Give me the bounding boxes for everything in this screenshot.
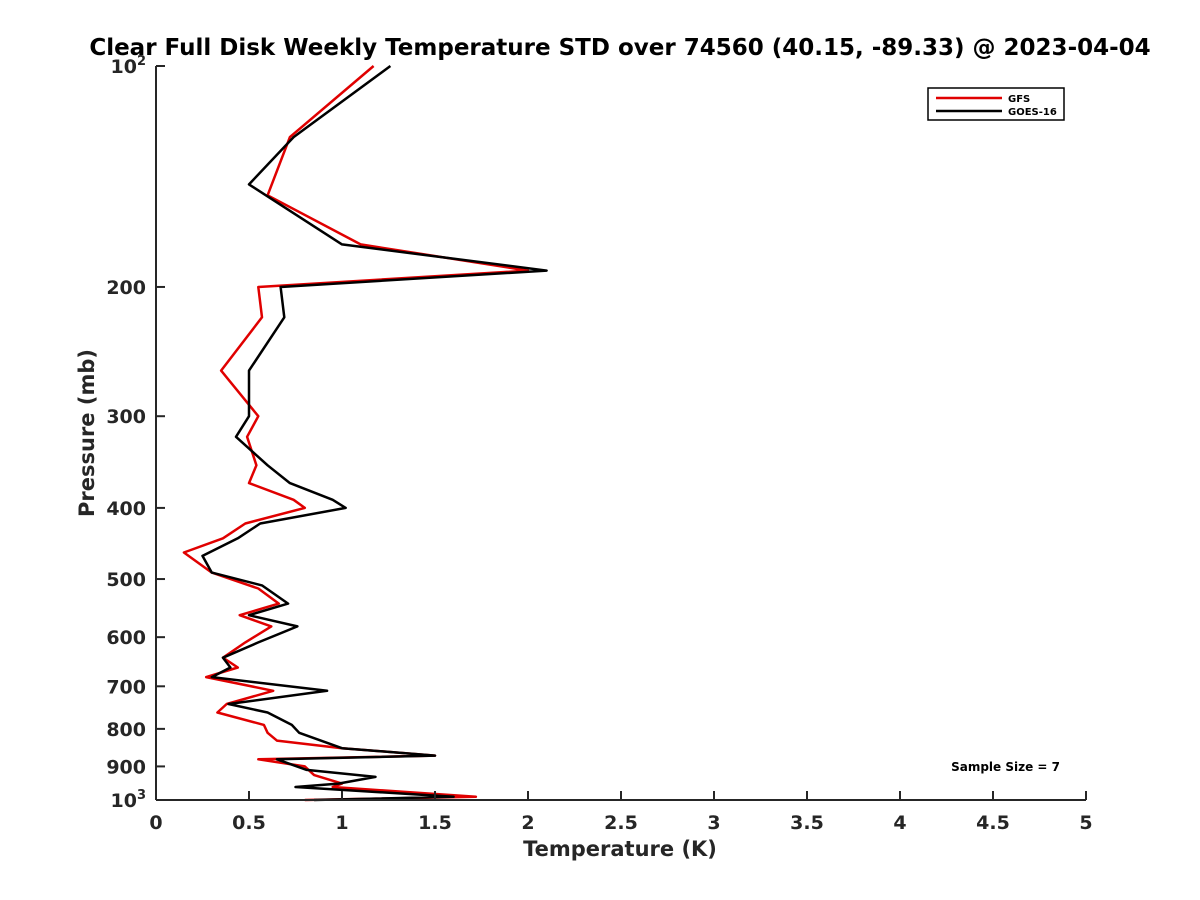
y-axis-label: Pressure (mb)	[75, 349, 99, 517]
legend-box	[927, 87, 1065, 121]
axes: 0 0.5 1 1.5 2 2.5 3 3.5 4 4.5 51022003004005006007…	[106, 54, 1092, 834]
legend-label: GOES-16	[1008, 107, 1057, 118]
y-tick-label: 300	[106, 406, 146, 428]
x-tick-label: 0.5	[232, 812, 266, 834]
y-tick-label: 900	[106, 756, 146, 778]
chart-title: Clear Full Disk Weekly Temperature STD o…	[89, 35, 1150, 61]
x-tick-label: 3	[707, 812, 720, 834]
y-tick-label: 400	[106, 498, 146, 520]
legend: GFS GOES-16	[927, 87, 1065, 121]
y-tick-label: 500	[106, 569, 146, 591]
plot-lines	[182, 64, 548, 802]
x-tick-label: 1	[335, 812, 348, 834]
x-tick-label: 5	[1079, 812, 1092, 834]
x-tick-label: 0	[149, 812, 162, 834]
sample-size-annotation: Sample Size = 7	[951, 760, 1060, 774]
y-tick-label: 700	[106, 676, 146, 698]
x-tick-label: 2	[521, 812, 534, 834]
x-tick-label: 4.5	[976, 812, 1010, 834]
x-tick-label: 2.5	[604, 812, 638, 834]
series-line-goes-16	[201, 64, 548, 802]
y-tick-label: 800	[106, 719, 146, 741]
x-tick-label: 3.5	[790, 812, 824, 834]
y-tick-label: 200	[106, 277, 146, 299]
y-tick-label: 600	[106, 627, 146, 649]
x-tick-label: 4	[893, 812, 906, 834]
x-tick-label: 1.5	[418, 812, 452, 834]
legend-label: GFS	[1008, 94, 1030, 105]
y-tick-label: 103	[111, 788, 147, 812]
x-axis-label: Temperature (K)	[523, 837, 717, 861]
